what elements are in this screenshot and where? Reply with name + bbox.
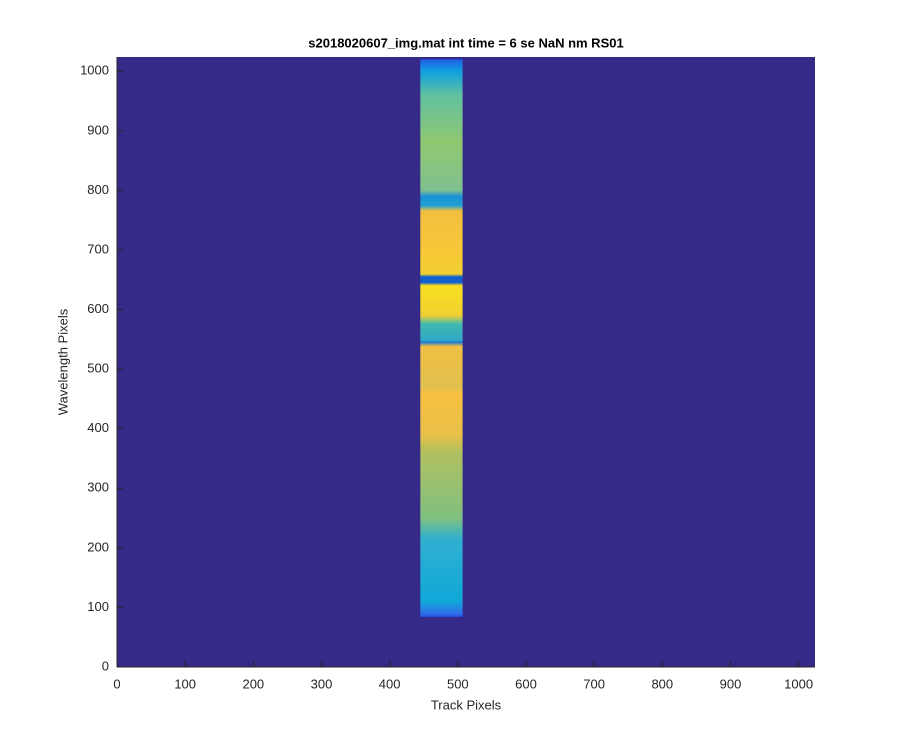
spectrum-stripe bbox=[420, 59, 463, 617]
x-tick-label: 900 bbox=[720, 676, 742, 691]
chart-title: s2018020607_img.mat int time = 6 se NaN … bbox=[308, 35, 623, 50]
y-tick-label: 900 bbox=[87, 122, 109, 137]
image-background bbox=[117, 57, 815, 667]
x-tick-label: 400 bbox=[379, 676, 401, 691]
x-tick-label: 300 bbox=[311, 676, 333, 691]
y-axis-label: Wavelength Pixels bbox=[55, 308, 70, 415]
x-tick-label: 1000 bbox=[784, 676, 813, 691]
y-tick-label: 700 bbox=[87, 241, 109, 256]
x-tick-label: 500 bbox=[447, 676, 469, 691]
y-tick-label: 500 bbox=[87, 361, 109, 376]
x-tick-label: 600 bbox=[515, 676, 537, 691]
y-tick-label: 1000 bbox=[80, 63, 109, 78]
y-tick-label: 600 bbox=[87, 301, 109, 316]
y-tick-label: 800 bbox=[87, 182, 109, 197]
y-tick-label: 300 bbox=[87, 480, 109, 495]
y-tick-label: 0 bbox=[102, 658, 109, 673]
x-tick-label: 0 bbox=[113, 676, 120, 691]
x-tick-label: 200 bbox=[242, 676, 264, 691]
x-tick-label: 700 bbox=[583, 676, 605, 691]
y-tick-label: 200 bbox=[87, 539, 109, 554]
x-axis-label: Track Pixels bbox=[431, 697, 502, 712]
x-tick-label: 100 bbox=[174, 676, 196, 691]
y-tick-label: 400 bbox=[87, 420, 109, 435]
y-tick-label: 100 bbox=[87, 599, 109, 614]
x-tick-label: 800 bbox=[651, 676, 673, 691]
